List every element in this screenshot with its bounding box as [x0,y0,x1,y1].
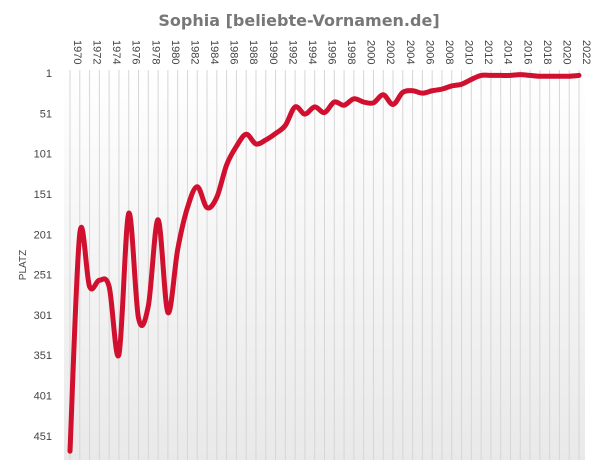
x-tick-label: 1970 [71,40,83,64]
y-tick-label: 401 [34,391,52,403]
data-point-1986 [224,162,229,167]
data-point-2019 [547,74,552,79]
data-point-1971 [77,231,82,236]
x-tick-label: 2004 [404,40,416,64]
data-point-1981 [175,247,180,252]
data-point-2009 [449,83,454,88]
y-tick-label: 101 [34,149,52,161]
x-tick-label: 1988 [247,40,259,64]
x-tick-label: 2012 [482,40,494,64]
data-point-1992 [283,123,288,128]
data-point-2007 [430,88,435,93]
data-point-2010 [459,82,464,87]
data-point-1998 [342,103,347,108]
x-tick-label: 1974 [110,40,122,64]
x-tick-label: 1986 [228,40,240,64]
data-point-2011 [469,77,474,82]
x-tick-label: 2002 [384,40,396,64]
data-point-2020 [557,74,562,79]
data-point-2003 [391,102,396,107]
data-point-2021 [567,74,572,79]
y-tick-label: 51 [40,108,52,120]
x-tick-label: 2022 [580,40,592,64]
data-point-1980 [165,310,170,315]
data-point-1989 [253,141,258,146]
y-axis-label: PLATZ [18,250,29,280]
data-point-1974 [107,284,112,289]
data-point-1984 [205,205,210,210]
data-point-2015 [508,73,513,78]
y-tick-label: 251 [34,270,52,282]
x-tick-label: 2016 [521,40,533,64]
data-point-1975 [116,352,121,357]
x-tick-label: 2020 [560,40,572,64]
y-tick-label: 451 [34,431,52,443]
data-point-1978 [146,304,151,309]
y-tick-label: 151 [34,189,52,201]
data-point-1988 [244,132,249,137]
x-tick-label: 1976 [130,40,142,64]
data-point-1996 [322,110,327,115]
x-tick-label: 1978 [149,40,161,64]
data-point-2004 [400,90,405,95]
data-point-2018 [537,74,542,79]
data-point-1994 [302,112,307,117]
x-tick-label: 2018 [541,40,553,64]
x-tick-label: 1998 [345,40,357,64]
data-point-1993 [293,104,298,109]
data-point-1977 [136,316,141,321]
y-tick-label: 301 [34,310,52,322]
data-point-1997 [332,100,337,105]
y-tick-label: 351 [34,350,52,362]
x-tick-label: 2008 [443,40,455,64]
data-point-1979 [156,217,161,222]
data-point-1991 [273,131,278,136]
data-point-2013 [488,73,493,78]
chart-title: Sophia [beliebte-Vornamen.de] [158,11,439,30]
data-point-2002 [381,92,386,97]
x-tick-label: 1994 [306,40,318,64]
data-point-2000 [361,100,366,105]
data-point-2022 [577,73,581,78]
data-point-1976 [126,211,131,216]
series-layer [67,72,582,454]
x-tick-label: 1990 [267,40,279,64]
x-tick-label: 1972 [91,40,103,64]
x-tick-label: 1982 [188,40,200,64]
data-point-1987 [234,144,239,149]
data-point-1973 [97,278,102,283]
data-point-2016 [518,72,523,77]
x-tick-label: 1984 [208,40,220,64]
x-tick-label: 2010 [463,40,475,64]
data-point-1999 [351,96,356,101]
data-point-2001 [371,100,376,105]
data-point-1995 [312,104,317,109]
x-axis-ticks: 1970 1972 1974 1976 1978 1980 1982 1984 1986 1988… [71,40,592,64]
x-tick-label: 2014 [502,40,514,64]
x-tick-label: 1996 [326,40,338,64]
data-point-2005 [410,88,415,93]
data-point-1990 [263,137,268,142]
data-point-2017 [528,73,533,78]
x-tick-label: 1980 [169,40,181,64]
data-point-1982 [185,205,190,210]
data-point-1985 [214,195,219,200]
data-point-2008 [439,87,444,92]
data-point-1972 [87,284,92,289]
data-point-1983 [195,184,200,189]
y-tick-label: 201 [34,229,52,241]
gridlines [69,70,580,460]
data-point-1970 [68,449,72,454]
x-tick-label: 1992 [286,40,298,64]
data-point-2014 [498,73,503,78]
x-tick-label: 2000 [365,40,377,64]
y-tick-label: 1 [46,68,52,80]
data-point-2012 [479,73,484,78]
data-point-2006 [420,91,425,96]
x-tick-label: 2006 [423,40,435,64]
